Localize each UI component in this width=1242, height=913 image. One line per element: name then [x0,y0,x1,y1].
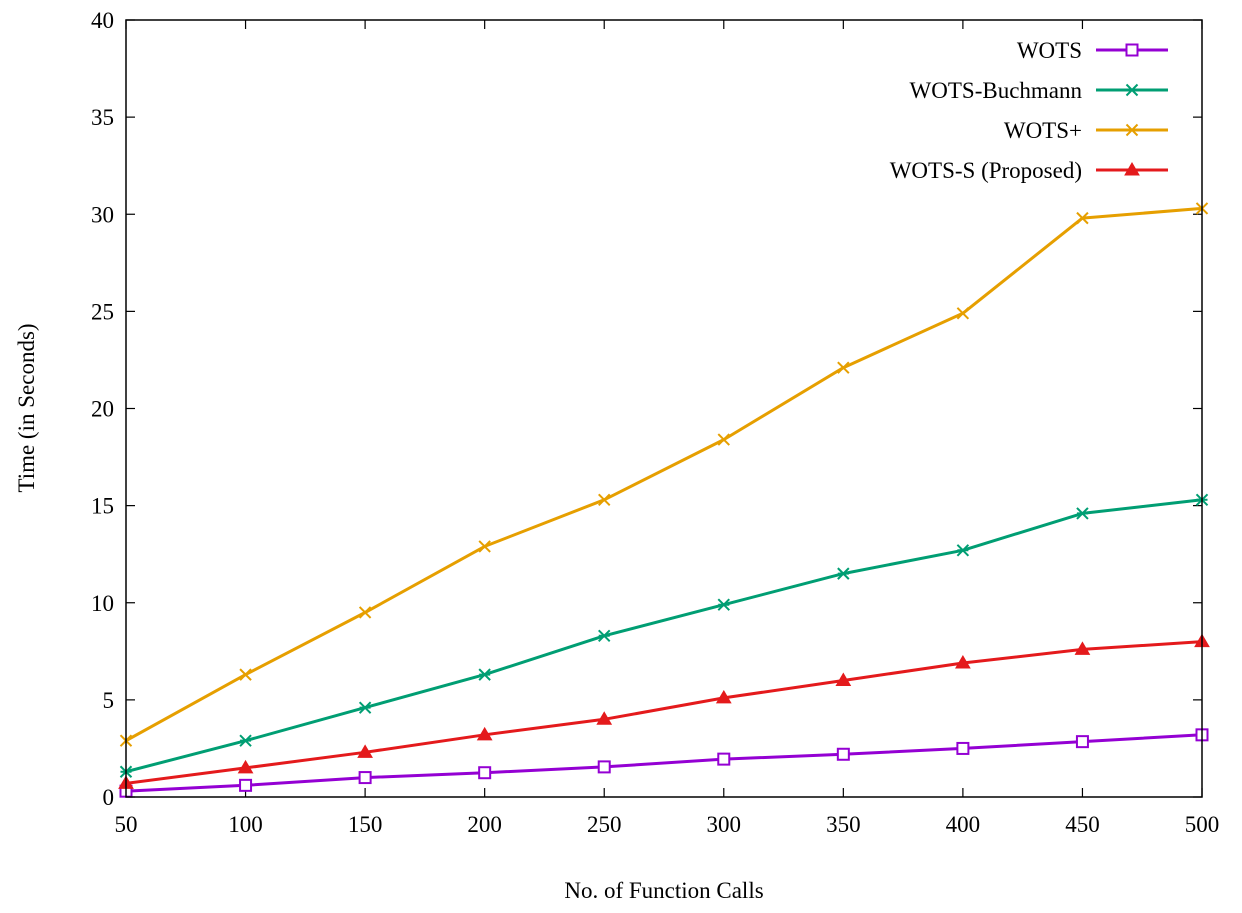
series-layer [118,202,1210,798]
data-point [239,734,252,747]
data-point [598,629,611,642]
data-point [476,726,493,741]
data-point [836,747,850,761]
data-point [837,567,850,580]
legend-label: WOTS+ [1004,118,1082,143]
data-point [956,741,970,755]
x-tick-label: 450 [1065,812,1100,837]
x-tick-label: 500 [1185,812,1220,837]
data-point [1124,162,1140,176]
data-point [717,752,731,766]
data-point [598,493,611,507]
x-tick-label: 100 [228,812,263,837]
legend-entry: WOTS-Buchmann [910,78,1168,103]
legend-label: WOTS-S (Proposed) [890,158,1082,183]
data-point [478,540,491,553]
x-tick-label: 50 [115,812,138,837]
data-point [956,544,970,557]
y-tick-label: 0 [103,785,115,810]
data-point [1076,507,1089,520]
data-point [478,766,492,780]
x-axis-title: No. of Function Calls [564,878,763,903]
data-point [597,760,611,774]
data-point [956,307,970,320]
data-point [357,744,373,758]
data-point [239,668,252,681]
legend-label: WOTS-Buchmann [910,78,1083,103]
y-tick-label: 15 [91,494,114,519]
data-point [1076,211,1089,225]
x-tick-label: 200 [467,812,502,837]
data-point [717,433,730,446]
data-point [596,711,613,725]
data-point [1074,641,1091,655]
ticks-layer: 50 100 150 200 250 300 350 400 450 500 0 5 10 15 20 25 3… [91,8,1219,837]
data-point [1125,123,1139,137]
data-point [1125,43,1139,57]
plot-frame [125,19,1203,798]
legend-entry: WOTS [1017,38,1168,63]
data-point [237,759,254,774]
legend: WOTS WOTS-Buchmann WOTS+ WOTS-S (Proposed) [890,38,1168,183]
y-tick-label: 5 [103,688,115,713]
data-point [955,654,971,669]
legend-entry: WOTS-S (Proposed) [890,158,1168,183]
legend-entry: WOTS+ [1004,118,1168,143]
data-point [715,689,732,704]
series-wots-s-proposed [118,633,1210,789]
data-point [358,606,372,619]
x-tick-label: 150 [348,812,383,837]
data-point [358,701,372,714]
series-wots-buchmann [119,493,1209,778]
data-point [1075,735,1089,749]
x-tick-label: 250 [587,812,622,837]
legend-label: WOTS [1017,38,1082,63]
data-point [478,668,491,681]
data-point [835,672,852,686]
y-tick-label: 10 [91,591,114,616]
x-tick-label: 350 [826,812,861,837]
y-axis-title: Time (in Seconds) [14,323,39,492]
series-wots [119,202,1209,747]
series-line [125,733,1203,793]
series-line [125,498,1203,774]
y-tick-label: 20 [91,397,114,422]
data-point [717,598,730,611]
y-tick-label: 40 [91,8,114,33]
series-line [125,640,1203,785]
y-tick-label: 30 [91,202,114,227]
series-line [125,206,1203,743]
data-point [239,778,253,792]
data-point [837,361,850,374]
x-tick-label: 400 [946,812,981,837]
y-tick-label: 35 [91,105,114,130]
x-tick-label: 300 [707,812,742,837]
data-point [1125,83,1139,97]
y-tick-label: 25 [91,299,114,324]
data-point [358,771,372,785]
